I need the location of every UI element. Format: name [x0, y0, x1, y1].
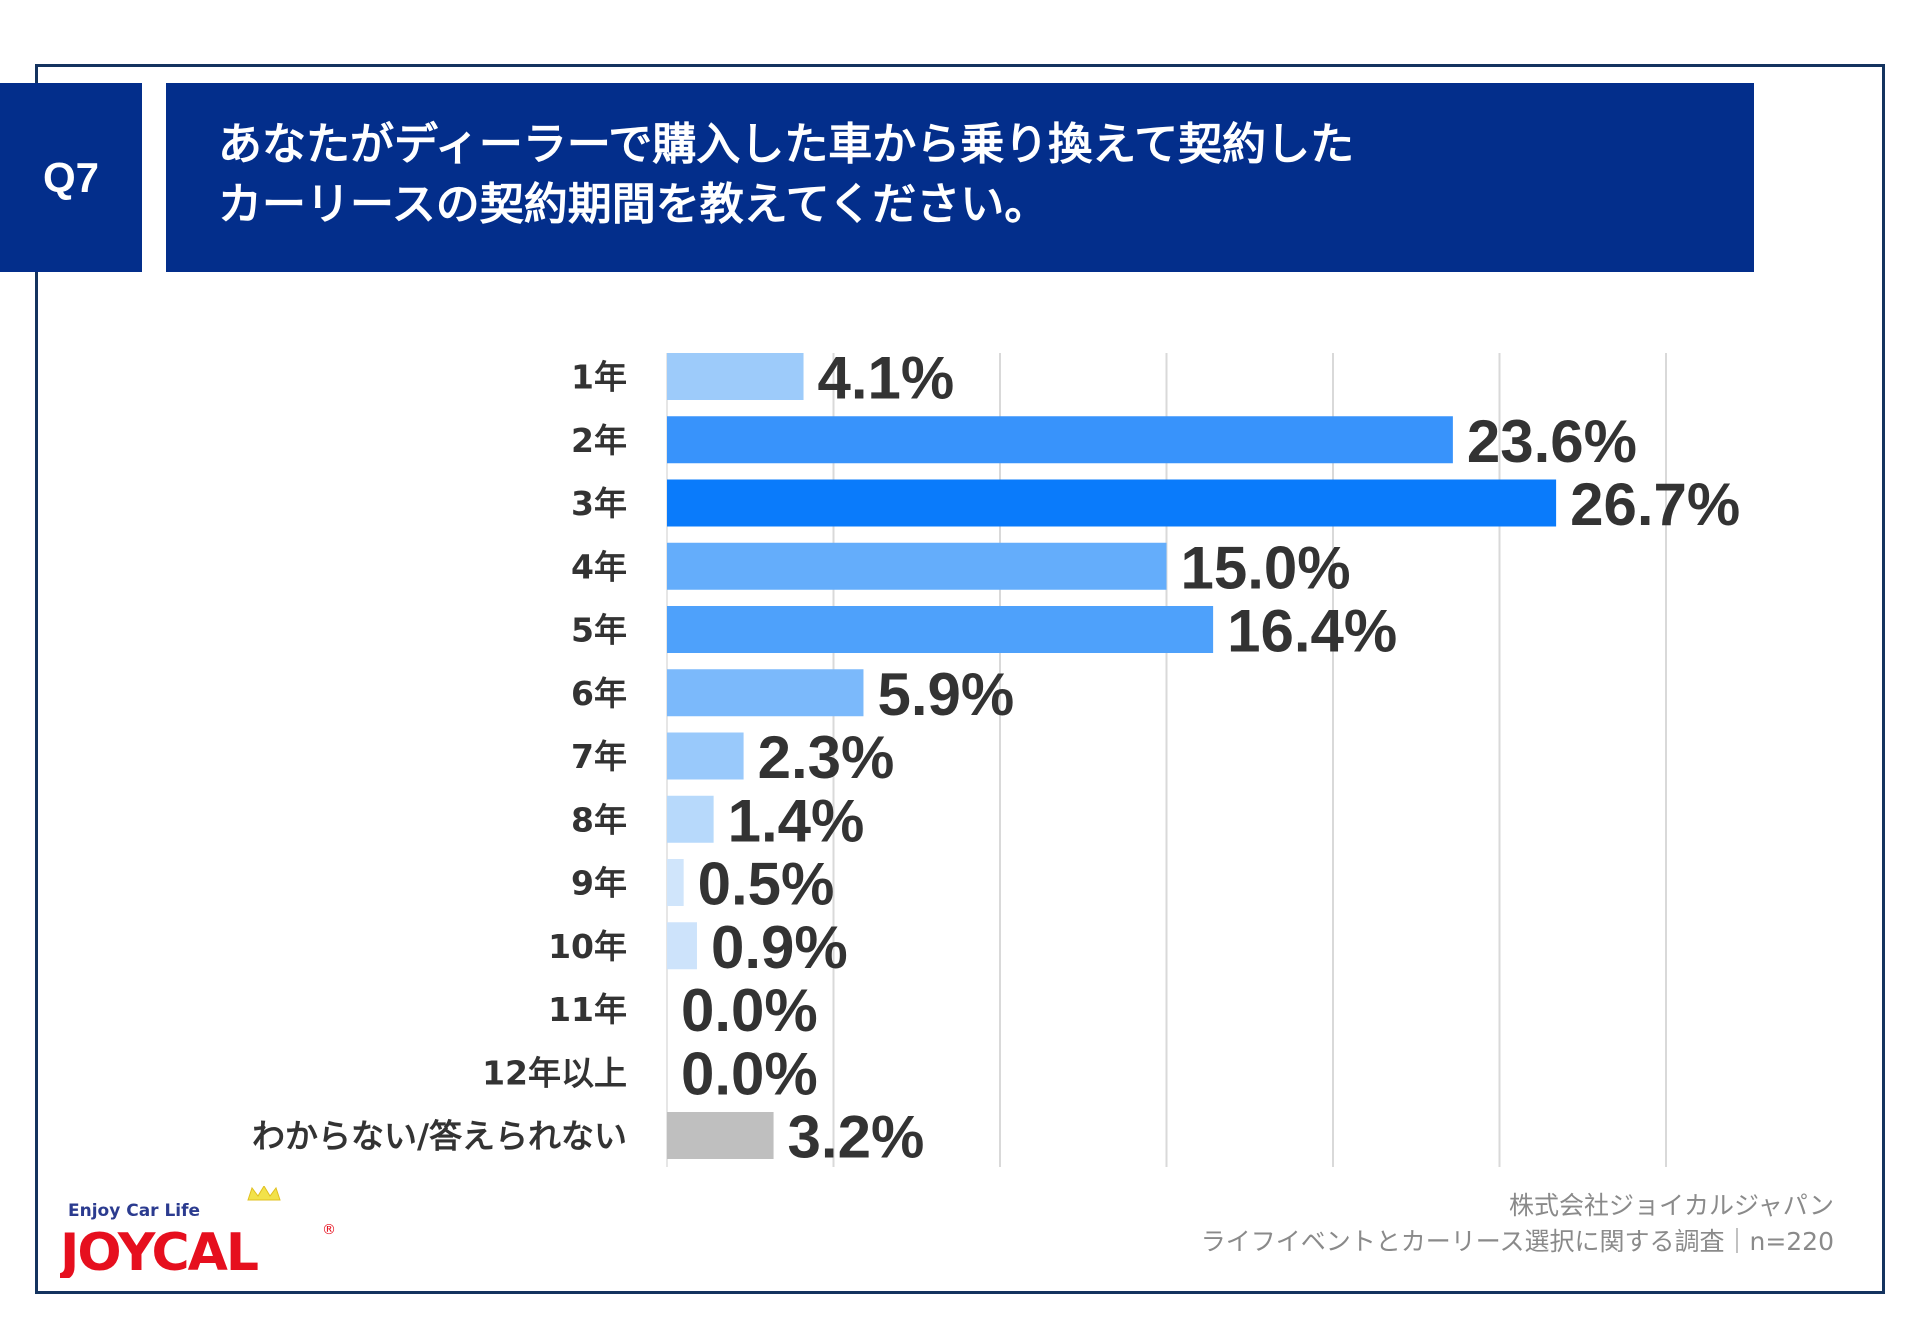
bar: [667, 542, 1167, 590]
category-label: 4年: [571, 547, 627, 586]
bar: [667, 859, 684, 906]
joycal-logo: Enjoy Car Life JOYCAL ®: [60, 1186, 336, 1278]
category-label: 7年: [571, 737, 627, 776]
bar: [667, 795, 714, 843]
bar: [667, 1112, 774, 1159]
value-label: 0.0%: [681, 1040, 818, 1107]
value-label: 2.3%: [758, 724, 895, 791]
value-label: 26.7%: [1570, 471, 1740, 538]
footer-survey: ライフイベントとカーリース選択に関する調査｜n=220: [1200, 1227, 1834, 1256]
bar: [667, 353, 804, 400]
value-label: 16.4%: [1227, 598, 1397, 665]
logo-brand: JOYCAL: [60, 1223, 258, 1278]
category-label: 11年: [548, 990, 627, 1029]
category-label: 2年: [571, 421, 627, 460]
category-label: 6年: [571, 674, 627, 713]
category-label: 9年: [571, 864, 627, 903]
category-label: 8年: [571, 800, 627, 839]
question-title-box: あなたがディーラーで購入した車から乗り換えて契約した カーリースの契約期間を教え…: [166, 83, 1754, 272]
value-label: 1.4%: [728, 787, 865, 854]
logo-tagline: Enjoy Car Life: [68, 1201, 200, 1221]
footer-company: 株式会社ジョイカルジャパン: [1508, 1191, 1834, 1220]
bar: [667, 479, 1557, 527]
category-label: 12年以上: [482, 1053, 627, 1092]
category-label: 1年: [571, 358, 627, 397]
value-label: 3.2%: [788, 1104, 925, 1171]
value-label: 15.0%: [1181, 534, 1351, 601]
value-label: 0.9%: [711, 914, 848, 981]
bar: [667, 606, 1214, 653]
category-label: 3年: [571, 484, 627, 523]
bar: [667, 416, 1453, 464]
value-label: 23.6%: [1467, 408, 1637, 475]
bar-chart: 1年 2年 3年 4年 5年 6年 7年 8年 9年 10年 11年 12年以上わからない/答えられな…: [252, 345, 1740, 1171]
value-label: 0.5%: [698, 851, 835, 918]
bars: [667, 353, 1557, 1159]
slide-frame: [35, 64, 1885, 1294]
footer-source: 株式会社ジョイカルジャパン ライフイベントとカーリース選択に関する調査｜n=22…: [1201, 1188, 1834, 1260]
question-title-line-2: カーリースの契約期間を教えてください。: [218, 179, 1049, 230]
value-label: 5.9%: [877, 661, 1014, 728]
bar: [667, 732, 744, 780]
logo-registered: ®: [322, 1222, 336, 1238]
category-labels: 1年 2年 3年 4年 5年 6年 7年 8年 9年 10年 11年 12年以上わからない/答えられな…: [252, 358, 627, 1156]
question-number: Q7: [42, 153, 100, 201]
value-label: 4.1%: [818, 345, 955, 412]
bar: [667, 922, 697, 970]
category-label: わからない/答えられない: [252, 1117, 627, 1156]
value-labels: 4.1% 23.6%26.7% 15.0%16.4% 5.9%2.3%1.4%0.5%…: [681, 345, 1740, 1171]
category-label: 5年: [571, 611, 627, 650]
question-title-line-1: あなたがディーラーで購入した車から乗り換えて契約した: [218, 119, 1355, 170]
bar: [667, 669, 864, 717]
crown-icon: [247, 1186, 281, 1201]
category-label: 10年: [548, 927, 627, 966]
value-label: 0.0%: [681, 977, 818, 1044]
question-number-badge: Q7: [0, 83, 142, 272]
